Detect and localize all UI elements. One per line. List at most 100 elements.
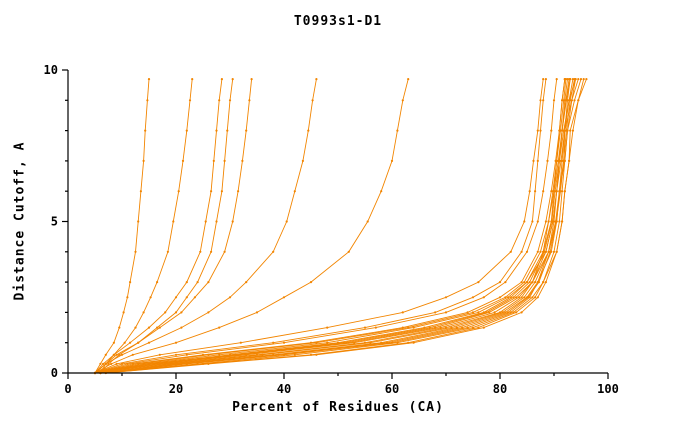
curve-point <box>326 341 329 344</box>
curve-point <box>461 326 464 329</box>
curve-point <box>149 296 152 299</box>
curve-point <box>552 99 556 102</box>
curve-point <box>561 99 564 102</box>
curve-point <box>501 311 504 314</box>
curve-point <box>191 78 194 81</box>
curve-point <box>228 296 232 299</box>
curve-point <box>166 250 169 253</box>
curve-point <box>515 296 518 299</box>
curve-point <box>555 159 558 162</box>
curve-point <box>536 220 539 223</box>
curve-point <box>471 296 475 299</box>
curve-point <box>104 362 107 365</box>
curve-point <box>534 296 537 299</box>
curve-point <box>542 190 545 193</box>
curve-point <box>390 159 394 162</box>
y-tick-label: 0 <box>51 366 58 380</box>
curve-point <box>493 311 496 314</box>
curve-point <box>185 296 188 299</box>
curve-point <box>293 353 296 356</box>
curve-point <box>212 159 215 162</box>
curve-point <box>99 362 102 365</box>
curve-point <box>547 220 550 223</box>
curve-point <box>129 281 132 284</box>
curve-point <box>188 99 192 102</box>
curve-point <box>539 99 542 102</box>
model-curve <box>94 79 150 374</box>
curve-point <box>585 78 588 81</box>
curve-point <box>563 190 566 193</box>
curve-point <box>539 250 542 253</box>
curve-point <box>301 159 304 162</box>
curve-point <box>471 311 475 314</box>
curve-point <box>241 159 244 162</box>
curve-point <box>118 353 121 356</box>
curve-point <box>129 341 132 344</box>
curve-point <box>434 311 437 314</box>
curve-point <box>185 129 188 132</box>
curve-point <box>180 311 183 314</box>
curve-point <box>245 129 248 132</box>
curve-point <box>369 341 372 344</box>
curve-point <box>444 296 448 299</box>
curve-point <box>126 296 129 299</box>
curve-point <box>498 296 502 299</box>
curve-point <box>549 250 552 253</box>
curve-point <box>147 78 151 81</box>
curve-point <box>534 190 537 193</box>
curve-point <box>562 129 565 132</box>
curve-point <box>131 353 134 356</box>
curve-point <box>172 220 175 223</box>
curve-point <box>570 99 573 102</box>
curve-point <box>577 78 580 81</box>
curve-point <box>282 296 286 299</box>
curve-point <box>568 159 571 162</box>
curve-point <box>532 159 535 162</box>
curve-point <box>520 311 523 314</box>
curve-point <box>554 190 557 193</box>
curve-point <box>158 326 161 329</box>
curve-point <box>353 341 356 344</box>
curve-point <box>401 311 404 314</box>
y-tick-label: 10 <box>44 63 58 77</box>
curve-point <box>207 362 210 365</box>
curve-point <box>543 250 546 253</box>
curve-point <box>550 129 553 132</box>
curve-point <box>137 362 140 365</box>
model-curve <box>94 79 317 374</box>
curve-point <box>488 311 491 314</box>
curve-point <box>207 281 210 284</box>
model-curve <box>100 79 575 374</box>
curve-point <box>220 78 223 81</box>
curve-point <box>180 326 183 329</box>
curve-point <box>525 250 529 253</box>
curve-point <box>569 129 572 132</box>
curve-point <box>482 326 485 329</box>
curve-point <box>174 311 178 314</box>
curve-point <box>531 296 534 299</box>
curve-point <box>568 99 571 102</box>
curve-point <box>204 220 207 223</box>
curve-point <box>577 99 580 102</box>
curve-point <box>107 362 110 365</box>
curve-point <box>551 190 555 193</box>
curve-point <box>112 341 115 344</box>
curve-point <box>396 129 399 132</box>
model-curve <box>105 79 577 374</box>
curve-point <box>231 220 234 223</box>
curve-point <box>544 250 548 253</box>
curve-point <box>218 353 221 356</box>
curve-point <box>396 341 399 344</box>
curve-point <box>528 281 531 284</box>
model-curve <box>94 78 577 374</box>
curve-point <box>112 353 115 356</box>
curve-point <box>137 220 140 223</box>
plot-axes: 0 20 40 60 80 100 0 5 10 <box>44 63 619 396</box>
curve-point <box>139 190 142 193</box>
curve-point <box>544 78 548 81</box>
curve-point <box>147 326 151 329</box>
curve-point <box>550 220 553 223</box>
curve-point <box>245 353 248 356</box>
curve-point <box>185 281 188 284</box>
